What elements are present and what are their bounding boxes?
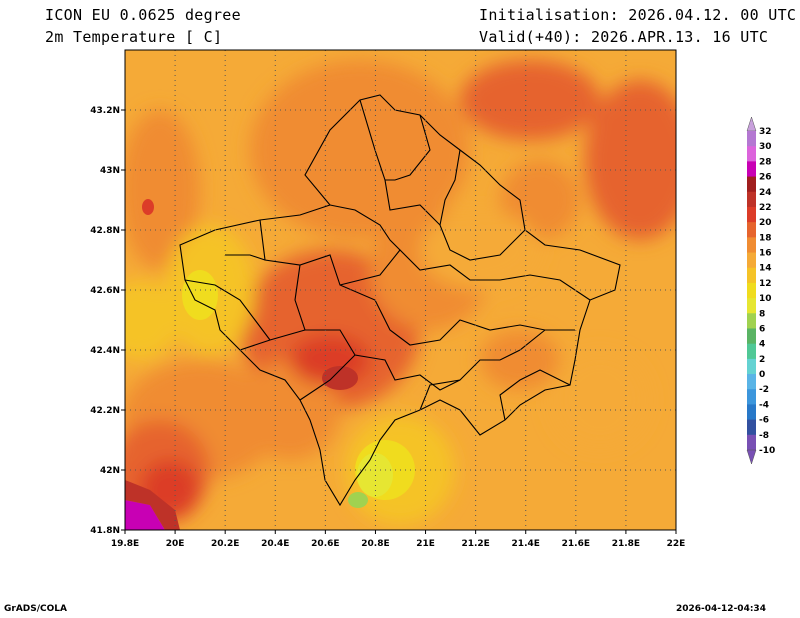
lat-tick-label: 41.8N [90, 526, 120, 536]
lat-tick-label: 42N [100, 466, 120, 476]
colorbar-swatch [747, 146, 756, 162]
colorbar-swatch [747, 267, 756, 284]
variable-title: 2m Temperature [ C] [45, 28, 223, 46]
latitude-axis: 43.2N 43N 42.8N 42.6N 42.4N 42.2N 42N 41.8N [90, 106, 125, 536]
lat-tick-label: 43.2N [90, 106, 120, 116]
colorbar-label: 12 [759, 279, 772, 289]
lon-tick-label: 21.4E [512, 539, 540, 549]
colorbar-swatch [747, 313, 756, 329]
lat-tick-label: 42.6N [90, 286, 120, 296]
footer-credit: GrADS/COLA [4, 604, 67, 614]
region-boundaries [179, 94, 621, 507]
colorbar-swatch [747, 298, 756, 314]
colorbar-swatch [747, 374, 756, 390]
colorbar-label: 26 [759, 173, 772, 183]
lon-tick-label: 21E [416, 539, 435, 549]
colorbar-swatch [747, 191, 756, 208]
colorbar-label: 14 [759, 264, 772, 274]
colorbar-label: 24 [759, 188, 772, 198]
colorbar-label: 4 [759, 340, 765, 350]
model-title: ICON EU 0.0625 degree [45, 6, 241, 24]
colorbar-label: 22 [759, 203, 772, 213]
colorbar-swatch [747, 237, 756, 254]
colorbar-swatch [747, 404, 756, 421]
lon-tick-label: 21.8E [612, 539, 640, 549]
lat-tick-label: 43N [100, 166, 120, 176]
lon-tick-label: 21.6E [562, 539, 590, 549]
colorbar-label: 32 [759, 127, 772, 137]
colorbar-top-arrow [746, 116, 757, 132]
gridlines [125, 50, 676, 530]
lon-tick-label: 20.6E [311, 539, 339, 549]
footer-timestamp: 2026-04-12-04:34 [676, 604, 766, 614]
colorbar-swatch [747, 389, 756, 405]
colorbar-label: 10 [759, 294, 772, 304]
valid-time: Valid(+40): 2026.APR.13. 16 UTC [479, 28, 769, 46]
lon-tick-label: 20E [166, 539, 185, 549]
colorbar-label: 28 [759, 157, 772, 167]
colorbar-swatch [747, 222, 756, 238]
colorbar-swatch [747, 358, 756, 375]
colorbar-swatch [747, 161, 756, 178]
longitude-axis: 19.8E 20E 20.2E 20.4E 20.6E 20.8E 21E 21.2E 21.4… [111, 530, 686, 549]
lon-tick-label: 20.2E [211, 539, 239, 549]
lat-tick-label: 42.4N [90, 346, 120, 356]
colorbar-label: 6 [759, 324, 765, 334]
colorbar-label: 20 [759, 218, 772, 228]
lat-tick-label: 42.8N [90, 226, 120, 236]
colorbar-label: -4 [759, 400, 769, 410]
lat-tick-label: 42.2N [90, 406, 120, 416]
lon-tick-label: 20.4E [261, 539, 289, 549]
colorbar-label: 30 [759, 142, 772, 152]
lon-tick-label: 20.8E [361, 539, 389, 549]
colorbar-label: 2 [759, 355, 765, 365]
colorbar-swatch [747, 419, 756, 436]
init-time: Initialisation: 2026.04.12. 00 UTC [479, 6, 797, 24]
colorbar-label: 0 [759, 370, 765, 380]
colorbar-swatch [747, 131, 756, 147]
lon-tick-label: 21.2E [461, 539, 489, 549]
colorbar-label: -10 [759, 446, 775, 456]
colorbar-label: 8 [759, 309, 765, 319]
colorbar-label: -2 [759, 385, 769, 395]
colorbar-label: 18 [759, 233, 772, 243]
colorbar-bottom-arrow [746, 449, 757, 465]
colorbar-label: 16 [759, 249, 772, 259]
colorbar-swatch [747, 176, 756, 193]
colorbar-swatch [747, 206, 756, 223]
colorbar-label: -6 [759, 416, 769, 426]
colorbar-swatch [747, 252, 756, 269]
colorbar-swatch [747, 434, 756, 451]
colorbar-swatch [747, 282, 756, 299]
colorbar-swatch [747, 343, 756, 360]
lon-tick-label: 19.8E [111, 539, 139, 549]
lon-tick-label: 22E [667, 539, 686, 549]
colorbar-label: -8 [759, 431, 769, 441]
colorbar-swatch [747, 328, 756, 345]
